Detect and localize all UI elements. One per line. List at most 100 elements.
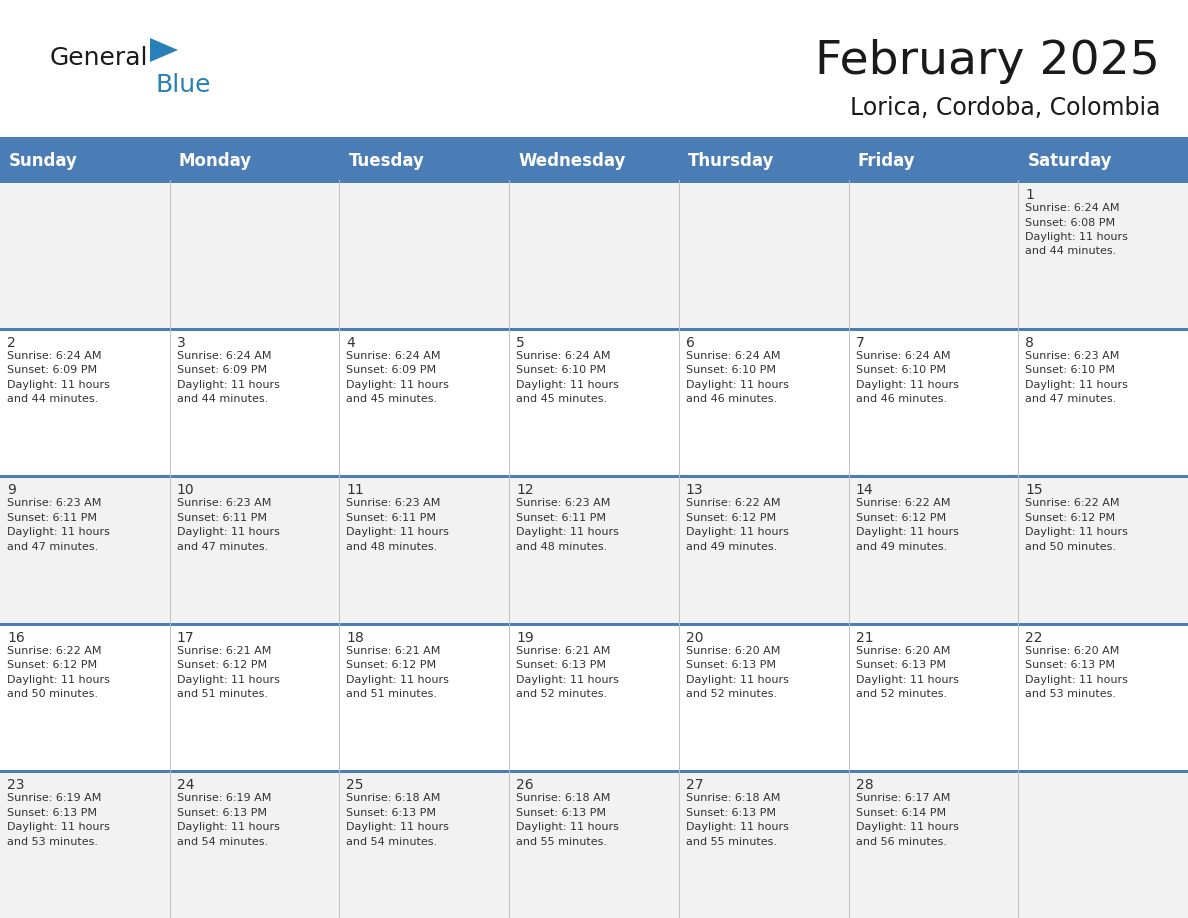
Bar [170, 142, 340, 180]
Text: Sunrise: 6:21 AM: Sunrise: 6:21 AM [516, 645, 611, 655]
Text: Sunset: 6:09 PM: Sunset: 6:09 PM [177, 365, 267, 375]
Text: Sunrise: 6:24 AM: Sunrise: 6:24 AM [516, 351, 611, 361]
Text: 1: 1 [1025, 188, 1035, 202]
Text: Sunrise: 6:22 AM: Sunrise: 6:22 AM [855, 498, 950, 509]
Text: 23: 23 [7, 778, 25, 792]
Text: Sunset: 6:12 PM: Sunset: 6:12 PM [7, 660, 97, 670]
Text: Sunset: 6:13 PM: Sunset: 6:13 PM [1025, 660, 1116, 670]
Text: Sunrise: 6:19 AM: Sunrise: 6:19 AM [7, 793, 101, 803]
Text: Daylight: 11 hours: Daylight: 11 hours [1025, 380, 1129, 389]
Text: Sunrise: 6:24 AM: Sunrise: 6:24 AM [177, 351, 271, 361]
Text: and 47 minutes.: and 47 minutes. [7, 542, 99, 552]
Text: Sunrise: 6:20 AM: Sunrise: 6:20 AM [855, 645, 950, 655]
Text: Daylight: 11 hours: Daylight: 11 hours [516, 527, 619, 537]
Bar [510, 142, 678, 180]
Text: Sunset: 6:09 PM: Sunset: 6:09 PM [7, 365, 97, 375]
Text: and 50 minutes.: and 50 minutes. [1025, 542, 1117, 552]
Text: Sunset: 6:13 PM: Sunset: 6:13 PM [685, 660, 776, 670]
Text: Sunrise: 6:23 AM: Sunrise: 6:23 AM [7, 498, 101, 509]
Text: Daylight: 11 hours: Daylight: 11 hours [177, 527, 279, 537]
Text: and 46 minutes.: and 46 minutes. [685, 394, 777, 404]
Text: Daylight: 11 hours: Daylight: 11 hours [177, 675, 279, 685]
Text: 3: 3 [177, 336, 185, 350]
Text: Friday: Friday [858, 152, 915, 170]
Text: Daylight: 11 hours: Daylight: 11 hours [685, 675, 789, 685]
Text: Sunrise: 6:22 AM: Sunrise: 6:22 AM [1025, 498, 1120, 509]
Text: Daylight: 11 hours: Daylight: 11 hours [1025, 527, 1129, 537]
Text: Daylight: 11 hours: Daylight: 11 hours [516, 823, 619, 833]
Text: Sunrise: 6:17 AM: Sunrise: 6:17 AM [855, 793, 950, 803]
Text: Daylight: 11 hours: Daylight: 11 hours [177, 823, 279, 833]
Text: 6: 6 [685, 336, 695, 350]
Text: General: General [50, 46, 148, 70]
Text: Sunset: 6:13 PM: Sunset: 6:13 PM [7, 808, 97, 818]
Bar [0, 142, 170, 180]
Bar [340, 142, 510, 180]
Text: 16: 16 [7, 631, 25, 644]
Text: and 49 minutes.: and 49 minutes. [855, 542, 947, 552]
Text: Sunset: 6:10 PM: Sunset: 6:10 PM [516, 365, 606, 375]
Text: Daylight: 11 hours: Daylight: 11 hours [685, 823, 789, 833]
Text: Daylight: 11 hours: Daylight: 11 hours [1025, 232, 1129, 242]
Text: 18: 18 [347, 631, 365, 644]
Text: Sunset: 6:11 PM: Sunset: 6:11 PM [347, 512, 436, 522]
Bar [0, 770, 1188, 918]
Text: 25: 25 [347, 778, 364, 792]
Text: and 52 minutes.: and 52 minutes. [516, 689, 607, 700]
Text: Daylight: 11 hours: Daylight: 11 hours [347, 675, 449, 685]
Text: 13: 13 [685, 483, 703, 498]
Text: Sunset: 6:13 PM: Sunset: 6:13 PM [685, 808, 776, 818]
Text: Sunset: 6:10 PM: Sunset: 6:10 PM [1025, 365, 1116, 375]
Text: and 54 minutes.: and 54 minutes. [347, 837, 437, 847]
Text: Tuesday: Tuesday [348, 152, 424, 170]
Text: Sunrise: 6:20 AM: Sunrise: 6:20 AM [685, 645, 781, 655]
Text: 27: 27 [685, 778, 703, 792]
Text: Sunrise: 6:23 AM: Sunrise: 6:23 AM [177, 498, 271, 509]
Text: 8: 8 [1025, 336, 1035, 350]
Bar [0, 328, 1188, 330]
Text: Sunrise: 6:19 AM: Sunrise: 6:19 AM [177, 793, 271, 803]
Text: and 45 minutes.: and 45 minutes. [516, 394, 607, 404]
Text: Sunset: 6:08 PM: Sunset: 6:08 PM [1025, 218, 1116, 228]
Text: Sunset: 6:13 PM: Sunset: 6:13 PM [855, 660, 946, 670]
Text: Daylight: 11 hours: Daylight: 11 hours [177, 380, 279, 389]
Text: Sunrise: 6:23 AM: Sunrise: 6:23 AM [347, 498, 441, 509]
Text: and 47 minutes.: and 47 minutes. [177, 542, 268, 552]
Text: Sunset: 6:13 PM: Sunset: 6:13 PM [177, 808, 267, 818]
Text: February 2025: February 2025 [815, 39, 1159, 84]
Text: 5: 5 [516, 336, 525, 350]
Text: Sunrise: 6:18 AM: Sunrise: 6:18 AM [516, 793, 611, 803]
Text: Sunset: 6:10 PM: Sunset: 6:10 PM [685, 365, 776, 375]
Text: and 52 minutes.: and 52 minutes. [685, 689, 777, 700]
Text: Sunset: 6:11 PM: Sunset: 6:11 PM [7, 512, 97, 522]
Text: Sunrise: 6:24 AM: Sunrise: 6:24 AM [1025, 203, 1120, 213]
Text: 14: 14 [855, 483, 873, 498]
Text: and 51 minutes.: and 51 minutes. [347, 689, 437, 700]
Text: Wednesday: Wednesday [518, 152, 626, 170]
Text: Daylight: 11 hours: Daylight: 11 hours [7, 380, 109, 389]
Text: 20: 20 [685, 631, 703, 644]
Text: Sunset: 6:09 PM: Sunset: 6:09 PM [347, 365, 436, 375]
Text: Daylight: 11 hours: Daylight: 11 hours [7, 823, 109, 833]
Text: 26: 26 [516, 778, 533, 792]
Text: Sunrise: 6:22 AM: Sunrise: 6:22 AM [7, 645, 101, 655]
Text: and 55 minutes.: and 55 minutes. [516, 837, 607, 847]
Text: Sunset: 6:12 PM: Sunset: 6:12 PM [1025, 512, 1116, 522]
Text: 10: 10 [177, 483, 195, 498]
Text: Daylight: 11 hours: Daylight: 11 hours [347, 527, 449, 537]
Text: 19: 19 [516, 631, 533, 644]
Text: and 45 minutes.: and 45 minutes. [347, 394, 437, 404]
Text: 24: 24 [177, 778, 194, 792]
Bar [0, 770, 1188, 773]
Text: 4: 4 [347, 336, 355, 350]
Bar [0, 180, 1188, 183]
Text: Daylight: 11 hours: Daylight: 11 hours [516, 380, 619, 389]
Text: and 44 minutes.: and 44 minutes. [177, 394, 268, 404]
Text: 2: 2 [7, 336, 15, 350]
Text: 12: 12 [516, 483, 533, 498]
Text: and 44 minutes.: and 44 minutes. [1025, 247, 1117, 256]
Polygon shape [150, 38, 178, 62]
Text: and 47 minutes.: and 47 minutes. [1025, 394, 1117, 404]
Text: Sunrise: 6:21 AM: Sunrise: 6:21 AM [177, 645, 271, 655]
Text: Sunrise: 6:21 AM: Sunrise: 6:21 AM [347, 645, 441, 655]
